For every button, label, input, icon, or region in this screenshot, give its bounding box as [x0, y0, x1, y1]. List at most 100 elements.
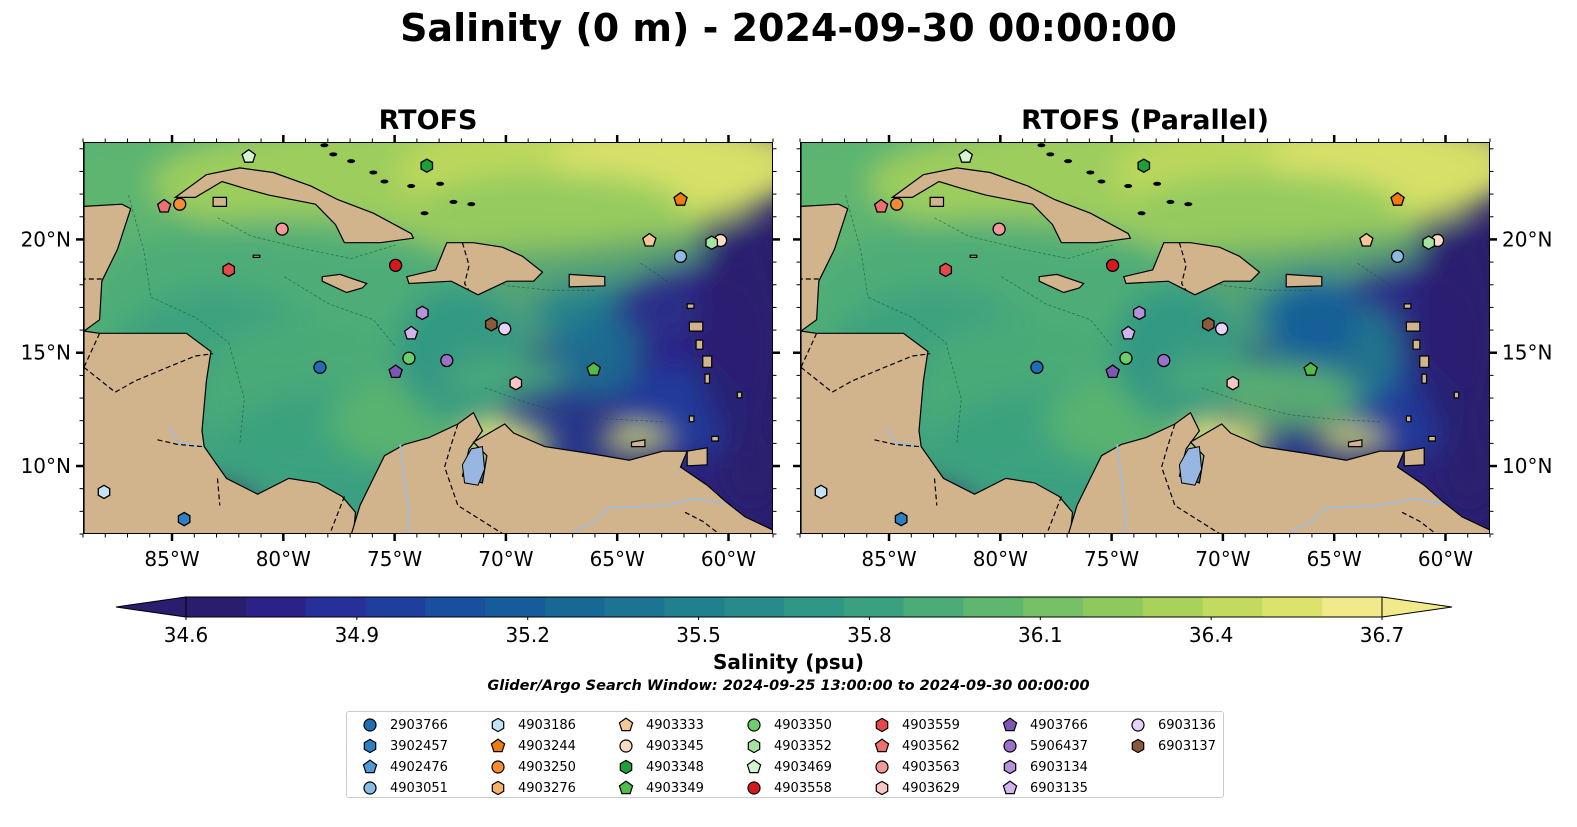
land-hispaniola	[405, 242, 544, 296]
land-st-lucia	[1421, 373, 1428, 384]
float-6903135	[403, 325, 419, 340]
colorbar-bin	[1142, 597, 1204, 617]
land-central-america	[84, 143, 357, 533]
map-panel-rtofs-parallel[interactable]	[800, 142, 1490, 534]
legend-label: 4902476	[390, 759, 448, 775]
land-margarita	[630, 439, 646, 448]
land-isla-juventud	[212, 196, 228, 208]
float-2903766	[313, 360, 327, 374]
lon-tick-label: 85°W	[144, 547, 199, 571]
legend-marker	[1003, 759, 1017, 775]
colorbar-bin	[425, 597, 486, 617]
island-bahamas	[1086, 170, 1095, 175]
legend-marker	[1002, 780, 1018, 795]
map-canvas	[801, 143, 1489, 533]
legend-label: 4903186	[518, 717, 576, 733]
legend-marker	[747, 738, 761, 754]
legend-item: 4903562	[874, 736, 960, 756]
legend-label: 4903629	[902, 780, 960, 796]
land-barbados	[1453, 391, 1460, 399]
legend-label: 4903559	[902, 717, 960, 733]
legend-label: 5906437	[1030, 738, 1088, 754]
colorbar-tick-label: 34.6	[163, 623, 209, 647]
circle-marker-icon	[491, 760, 505, 774]
float-3902457	[894, 511, 908, 527]
land-martinique	[702, 355, 713, 368]
circle-marker-icon	[363, 781, 377, 795]
float-4903766	[388, 364, 403, 379]
pentagon-marker-icon	[1002, 717, 1018, 732]
land-antigua	[686, 303, 695, 309]
colorbar-bin	[544, 597, 606, 617]
legend-marker	[1003, 739, 1017, 753]
circle-marker-icon	[747, 781, 761, 795]
hexagon-marker-icon	[363, 738, 377, 754]
lon-tick-label: 80°W	[973, 547, 1028, 571]
land-grenada	[1405, 415, 1412, 423]
legend-label: 4903276	[518, 780, 576, 796]
legend-label: 6903134	[1030, 759, 1088, 775]
island-bahamas	[1184, 202, 1193, 207]
legend-marker	[875, 717, 889, 733]
colorbar-bin	[724, 597, 785, 617]
float-5906437	[440, 353, 454, 368]
island-bahamas	[1046, 152, 1055, 157]
island-bahamas	[449, 199, 458, 204]
legend-label: 6903135	[1030, 780, 1088, 796]
float-5906437	[1157, 353, 1171, 368]
bathymetry-contours	[128, 194, 697, 445]
legend-marker	[618, 717, 634, 732]
colorbar-bin	[245, 597, 307, 617]
land-martinique	[1419, 355, 1430, 368]
float-4903348	[1137, 158, 1151, 174]
island-bahamas	[1166, 199, 1175, 204]
map-canvas	[84, 143, 772, 533]
map-panel-rtofs[interactable]	[83, 142, 773, 534]
legend-label: 4903563	[902, 759, 960, 775]
legend-item: 4903051	[362, 778, 448, 798]
legend-marker	[618, 780, 634, 795]
land-jamaica	[1038, 273, 1085, 294]
colorbar-tick-label: 36.1	[1018, 623, 1063, 647]
country-borders	[801, 242, 1436, 533]
hexagon-marker-icon	[491, 780, 505, 796]
lat-tick-label: 10°N	[1502, 454, 1552, 478]
legend-marker	[619, 759, 633, 775]
land-hispaniola	[1122, 242, 1261, 296]
legend-item: 4903350	[746, 715, 832, 735]
colorbar-tick-label: 36.7	[1359, 623, 1405, 647]
float-4903250	[890, 197, 904, 211]
float-4903349	[586, 361, 602, 376]
float-4903559	[939, 262, 953, 278]
float-6903136	[498, 322, 512, 336]
legend-marker	[363, 781, 377, 795]
land-cuba	[890, 167, 1132, 244]
colorbar-label: Salinity (psu)	[712, 650, 864, 674]
land-guadeloupe	[1405, 321, 1421, 332]
colorbar-bin	[365, 597, 426, 617]
legend-marker	[1131, 738, 1145, 754]
colorbar-tick-label: 35.2	[505, 623, 550, 647]
float-4903250	[173, 197, 187, 211]
float-4903244	[1390, 191, 1405, 206]
hexagon-marker-icon	[491, 717, 505, 733]
lat-tick-label: 10°N	[21, 454, 71, 478]
rivers	[884, 425, 1443, 533]
island-bahamas	[380, 179, 389, 184]
legend-item: 4903629	[874, 778, 960, 798]
island-bahamas	[467, 202, 476, 207]
legend-marker	[491, 780, 505, 796]
land-grenada	[688, 415, 695, 423]
pentagon-marker-icon	[618, 717, 634, 732]
colorbar-bin	[903, 597, 964, 617]
pentagon-marker-icon	[490, 738, 506, 753]
float-4903244	[673, 191, 688, 206]
lat-tick-label: 20°N	[21, 227, 71, 251]
land-puerto-rico	[568, 273, 606, 288]
land-trinidad	[686, 447, 708, 467]
colorbar-bin	[604, 597, 665, 617]
pentagon-marker-icon	[1002, 780, 1018, 795]
pentagon-marker-icon	[746, 759, 762, 774]
float-4903348	[420, 158, 434, 174]
lon-tick-label: 75°W	[1084, 547, 1139, 571]
